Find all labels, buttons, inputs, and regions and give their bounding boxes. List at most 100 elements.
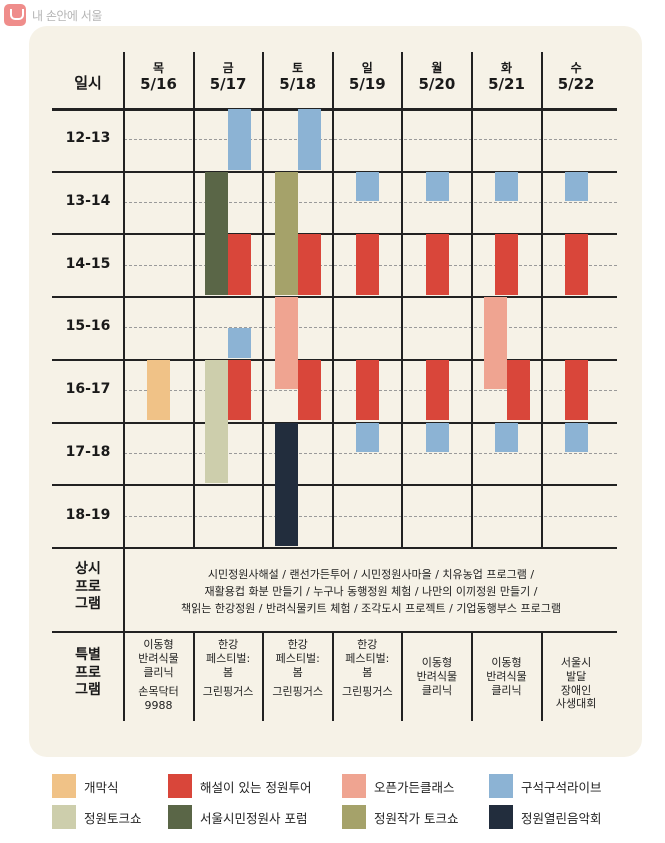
header-label: 일시 — [74, 74, 102, 92]
legend-swatch — [168, 805, 192, 829]
day-date: 5/19 — [348, 74, 386, 93]
special-program-title: 이동형 반려식물 클리닉 — [486, 656, 527, 697]
event-bar-corner-live — [425, 171, 449, 202]
column-line — [262, 52, 265, 547]
day-name: 월 — [431, 61, 443, 75]
legend-swatch — [489, 805, 513, 829]
legend-item-talk-show: 정원토크쇼 — [52, 805, 142, 829]
event-bar-corner-live — [495, 171, 519, 202]
event-bar-tour — [495, 234, 519, 296]
special-program-host: 그린핑거스 — [272, 685, 323, 699]
half-hour-line — [124, 515, 617, 517]
column-header-5-21: 화 5/21 — [472, 61, 541, 93]
legend-swatch — [168, 774, 192, 798]
event-bar-corner-live — [356, 171, 380, 202]
event-bar-corner-live — [356, 422, 380, 452]
time-slot-label: 17-18 — [65, 443, 111, 460]
special-programs-label: 특별 프로 그램 — [75, 647, 101, 698]
event-bar-tour — [425, 234, 449, 296]
special-program-cell: 한강 페스티벌: 봄 그린핑거스 — [263, 638, 332, 699]
special-program-cell: 한강 페스티벌: 봄 그린핑거스 — [194, 638, 263, 699]
legend-swatch — [52, 805, 76, 829]
regular-programs-label: 상시 프로 그램 — [75, 561, 101, 612]
event-bar-corner-live — [495, 422, 519, 452]
regular-program-line: 재활용컵 화분 만들기 / 누구나 동행정원 체험 / 나만의 이끼정원 만들기… — [204, 585, 538, 599]
column-line — [540, 631, 543, 721]
grid-line — [52, 546, 617, 549]
event-bar-corner-live — [298, 109, 321, 170]
column-line — [192, 52, 195, 547]
half-hour-line — [124, 327, 617, 329]
column-header-5-22: 수 5/22 — [542, 61, 611, 93]
day-name: 토 — [292, 61, 304, 75]
grid-line — [52, 631, 617, 633]
event-bar-writer-talk — [275, 171, 298, 296]
time-slot-label: 18-19 — [65, 506, 111, 523]
column-header-5-16: 목 5/16 — [124, 61, 193, 93]
column-line — [540, 52, 543, 547]
day-date: 5/16 — [140, 74, 177, 93]
column-header-5-17: 금 5/17 — [194, 61, 263, 93]
event-bar-tour — [564, 359, 588, 421]
event-bar-corner-live — [228, 109, 252, 170]
legend-item-opening: 개막식 — [52, 774, 119, 798]
legend-swatch — [342, 774, 366, 798]
column-line — [262, 631, 265, 721]
special-program-cell: 서울시 발달 장애인 사생대회 — [542, 656, 611, 711]
seoul-app-icon — [4, 4, 26, 26]
event-bar-tour — [506, 359, 530, 421]
special-program-cell: 이동형 반려식물 클리닉 — [472, 656, 541, 697]
special-program-cell: 이동형 반려식물 클리닉 — [402, 656, 471, 697]
time-slot-label: 12-13 — [65, 130, 111, 147]
grid-line — [52, 170, 617, 173]
column-line — [401, 631, 404, 721]
day-date: 5/17 — [209, 74, 247, 93]
day-name: 목 — [152, 61, 165, 75]
half-hour-line — [124, 452, 617, 454]
event-bar-talk-show — [205, 359, 229, 484]
grid-line — [52, 421, 617, 424]
column-line — [471, 52, 473, 547]
day-date: 5/22 — [557, 74, 595, 93]
special-program-title: 한강 페스티벌: 봄 — [206, 638, 251, 679]
time-slot-label: 14-15 — [65, 255, 111, 272]
event-bar-tour — [298, 359, 321, 421]
half-hour-line — [124, 139, 617, 141]
event-bar-citizen-forum — [205, 171, 229, 296]
event-bar-tour — [298, 234, 321, 296]
event-bar-corner-live — [564, 422, 588, 452]
grid-line — [52, 296, 617, 299]
event-bar-corner-live — [564, 171, 588, 202]
grid-line — [52, 108, 617, 111]
legend-swatch — [489, 774, 513, 798]
legend-swatch — [52, 774, 76, 798]
half-hour-line — [124, 202, 617, 204]
brand-logo: 내 손안에 서울 — [4, 4, 102, 26]
day-name: 일 — [361, 61, 373, 75]
legend-label: 정원토크쇼 — [84, 810, 142, 826]
column-line — [401, 52, 404, 547]
event-bar-concert — [275, 422, 298, 546]
event-bar-corner-live — [228, 328, 252, 358]
column-header-5-18: 토 5/18 — [263, 61, 332, 93]
regular-program-line: 시민정원사해설 / 랜선가든투어 / 시민정원사마을 / 치유농업 프로그램 / — [207, 568, 535, 581]
legend-item-writer-talk: 정원작가 토크쇼 — [342, 805, 458, 829]
day-date: 5/18 — [279, 74, 317, 93]
legend-item-citizen-forum: 서울시민정원사 포럼 — [168, 805, 307, 829]
legend-label: 개막식 — [84, 779, 119, 795]
special-program-title: 이동형 반려식물 클리닉 — [138, 638, 179, 679]
event-bar-corner-live — [425, 422, 449, 452]
schedule-panel — [29, 26, 642, 757]
column-line — [123, 52, 125, 721]
brand-text: 내 손안에 서울 — [32, 8, 102, 23]
event-bar-opening — [147, 359, 171, 421]
grid-line — [52, 484, 617, 487]
special-program-host: 그린핑거스 — [341, 685, 393, 699]
special-program-cell: 이동형 반려식물 클리닉 손목닥터 9988 — [124, 638, 193, 713]
time-slot-label: 15-16 — [65, 318, 111, 335]
legend-label: 정원작가 토크쇼 — [374, 810, 459, 826]
column-line — [471, 631, 473, 721]
day-name: 금 — [222, 61, 234, 75]
event-bar-tour — [356, 234, 380, 296]
legend-item-open-garden: 오픈가든클래스 — [342, 774, 455, 798]
